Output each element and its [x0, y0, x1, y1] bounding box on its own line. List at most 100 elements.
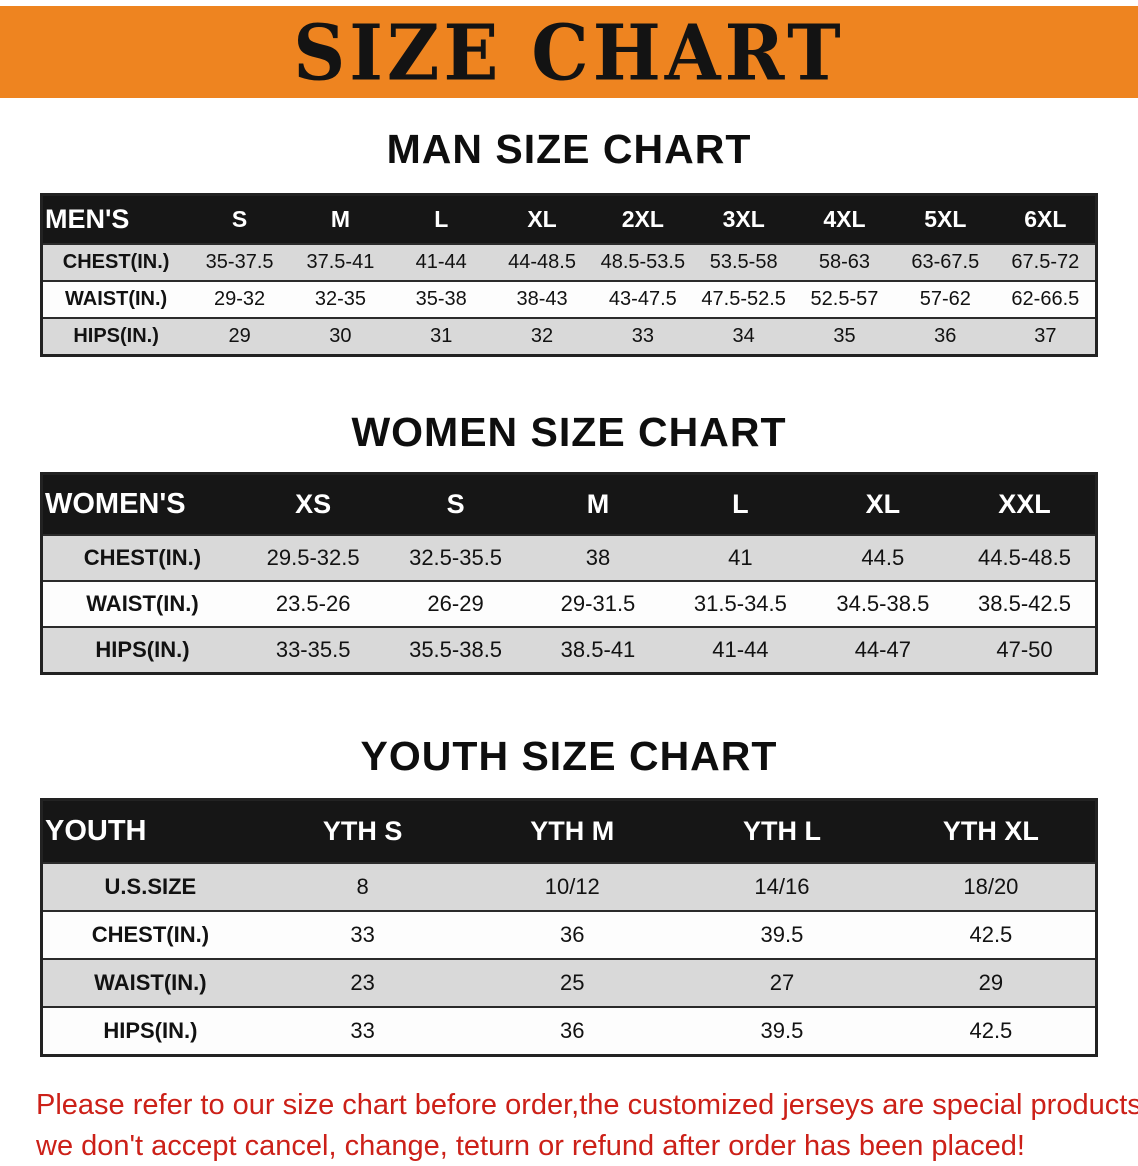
- disclaimer-line-1: Please refer to our size chart before or…: [36, 1089, 1138, 1121]
- value-cell: 44-48.5: [508, 251, 576, 273]
- value-cell: 33-35.5: [275, 637, 351, 662]
- value-cell: 29: [228, 325, 251, 347]
- value-cell: 32: [530, 325, 554, 347]
- measurement-row: HIPS(IN.) 33 36 39.5 42.5: [41, 1007, 1097, 1056]
- size-header-cell: YTH S: [322, 816, 403, 846]
- value-cell: 41: [728, 545, 753, 570]
- size-header-cell: 6XL: [1024, 206, 1067, 232]
- value-cell: 33: [350, 1018, 375, 1043]
- value-cell: 10/12: [544, 874, 600, 899]
- table-header-row: MEN'S S M L XL 2XL 3XL 4XL 5XL 6XL: [41, 194, 1097, 244]
- youth-size-table: YOUTH YTH S YTH M YTH L YTH XL U.S.SIZE 8 10/12…: [40, 798, 1098, 1057]
- size-header-cell: XXL: [998, 489, 1051, 519]
- value-cell: 39.5: [760, 922, 804, 947]
- value-cell: 62-66.5: [1011, 288, 1080, 310]
- value-cell: 33: [350, 922, 375, 947]
- size-header-cell: L: [434, 206, 449, 232]
- size-header-cell: M: [330, 206, 350, 232]
- size-header-cell: 4XL: [823, 206, 866, 232]
- men-section-heading: MAN SIZE CHART: [386, 126, 752, 172]
- value-cell: 27: [769, 970, 795, 995]
- row-label-cell: HIPS(IN.): [103, 1018, 198, 1043]
- size-chart-page: SIZE CHART MAN SIZE CHART MEN'S S M L XL 2XL 3…: [0, 6, 1138, 1166]
- value-cell: 47-50: [996, 637, 1053, 662]
- row-label-cell: U.S.SIZE: [104, 874, 197, 899]
- row-label-cell: WAIST(IN.): [64, 288, 168, 310]
- value-cell: 35-38: [415, 288, 467, 310]
- value-cell: 67.5-72: [1011, 251, 1080, 273]
- size-header-cell: YTH XL: [942, 816, 1039, 846]
- value-cell: 32.5-35.5: [409, 545, 503, 570]
- measurement-row: HIPS(IN.) 33-35.5 35.5-38.5 38.5-41 41-44 44-…: [41, 627, 1097, 674]
- value-cell: 52.5-57: [810, 288, 879, 310]
- value-cell: 35: [833, 325, 856, 347]
- value-cell: 25: [560, 970, 585, 995]
- value-cell: 38.5-42.5: [978, 591, 1071, 616]
- size-header-cell: YTH L: [742, 816, 821, 846]
- value-cell: 26-29: [427, 591, 484, 616]
- value-cell: 35.5-38.5: [409, 637, 503, 662]
- value-cell: 57-62: [919, 288, 971, 310]
- size-header-cell: XL: [527, 206, 557, 232]
- measurement-row: WAIST(IN.) 29-32 32-35 35-38 38-43 43-47.5 47.…: [41, 281, 1097, 318]
- value-cell: 38.5-41: [560, 637, 636, 662]
- row-label-cell: HIPS(IN.): [73, 325, 159, 347]
- value-cell: 47.5-52.5: [701, 288, 786, 310]
- men-size-table: MEN'S S M L XL 2XL 3XL 4XL 5XL 6XL CHEST(IN.) 35-37…: [40, 193, 1098, 357]
- value-cell: 18/20: [963, 874, 1019, 899]
- size-chart-banner: SIZE CHART: [0, 6, 1138, 98]
- table-header-row: YOUTH YTH S YTH M YTH L YTH XL: [41, 799, 1097, 863]
- table-title-cell: WOMEN'S: [45, 488, 186, 520]
- value-cell: 44-47: [854, 637, 911, 662]
- size-header-cell: 5XL: [924, 206, 967, 232]
- value-cell: 14/16: [754, 874, 810, 899]
- value-cell: 36: [934, 325, 957, 347]
- measurement-row: CHEST(IN.) 35-37.5 37.5-41 41-44 44-48.5 48.5…: [41, 244, 1097, 281]
- disclaimer-text: Please refer to our size chart before or…: [0, 1085, 1138, 1166]
- size-header-cell: 3XL: [722, 206, 765, 232]
- row-label-cell: WAIST(IN.): [86, 591, 199, 616]
- row-label-cell: HIPS(IN.): [95, 637, 190, 662]
- women-section-heading: WOMEN SIZE CHART: [351, 409, 787, 455]
- value-cell: 41-44: [712, 637, 769, 662]
- size-header-cell: YTH M: [530, 816, 615, 846]
- value-cell: 29: [978, 970, 1004, 995]
- value-cell: 42.5: [969, 922, 1013, 947]
- measurement-row: CHEST(IN.) 33 36 39.5 42.5: [41, 911, 1097, 959]
- row-label-cell: WAIST(IN.): [94, 970, 207, 995]
- table-header-row: WOMEN'S XS S M L XL XXL: [41, 473, 1097, 535]
- size-header-cell: XL: [865, 489, 901, 519]
- row-label-cell: CHEST(IN.): [83, 545, 202, 570]
- value-cell: 31.5-34.5: [693, 591, 787, 616]
- women-size-section: WOMEN SIZE CHART WOMEN'S XS S M L XL XXL CHEST(…: [0, 409, 1138, 675]
- value-cell: 58-63: [818, 251, 871, 273]
- measurement-row: WAIST(IN.) 23 25 27 29: [41, 959, 1097, 1007]
- women-size-table: WOMEN'S XS S M L XL XXL CHEST(IN.) 29.5-32.5 32.5…: [40, 472, 1098, 675]
- value-cell: 23.5-26: [275, 591, 351, 616]
- value-cell: 36: [560, 922, 585, 947]
- value-cell: 41-44: [415, 251, 467, 273]
- size-header-cell: L: [732, 489, 749, 519]
- size-header-cell: S: [231, 206, 248, 232]
- value-cell: 29-31.5: [560, 591, 636, 616]
- value-cell: 53.5-58: [709, 251, 778, 273]
- value-cell: 36: [560, 1018, 585, 1043]
- value-cell: 8: [356, 874, 369, 899]
- value-cell: 30: [329, 325, 352, 347]
- value-cell: 35-37.5: [205, 251, 274, 273]
- value-cell: 44.5: [861, 545, 905, 570]
- table-title-cell: MEN'S: [45, 204, 130, 234]
- measurement-row: HIPS(IN.) 29 30 31 32 33 34 35 36 37: [41, 318, 1097, 356]
- value-cell: 43-47.5: [608, 288, 677, 310]
- value-cell: 39.5: [760, 1018, 804, 1043]
- value-cell: 29.5-32.5: [266, 545, 360, 570]
- value-cell: 34: [732, 325, 755, 347]
- men-size-section: MAN SIZE CHART MEN'S S M L XL 2XL 3XL 4XL 5XL 6XL…: [0, 126, 1138, 357]
- row-label-cell: CHEST(IN.): [62, 251, 170, 273]
- size-header-cell: 2XL: [621, 206, 664, 232]
- value-cell: 33: [631, 325, 654, 347]
- size-header-cell: M: [586, 489, 610, 519]
- measurement-row: U.S.SIZE 8 10/12 14/16 18/20: [41, 863, 1097, 911]
- value-cell: 37.5-41: [306, 251, 375, 273]
- youth-section-heading: YOUTH SIZE CHART: [360, 733, 778, 779]
